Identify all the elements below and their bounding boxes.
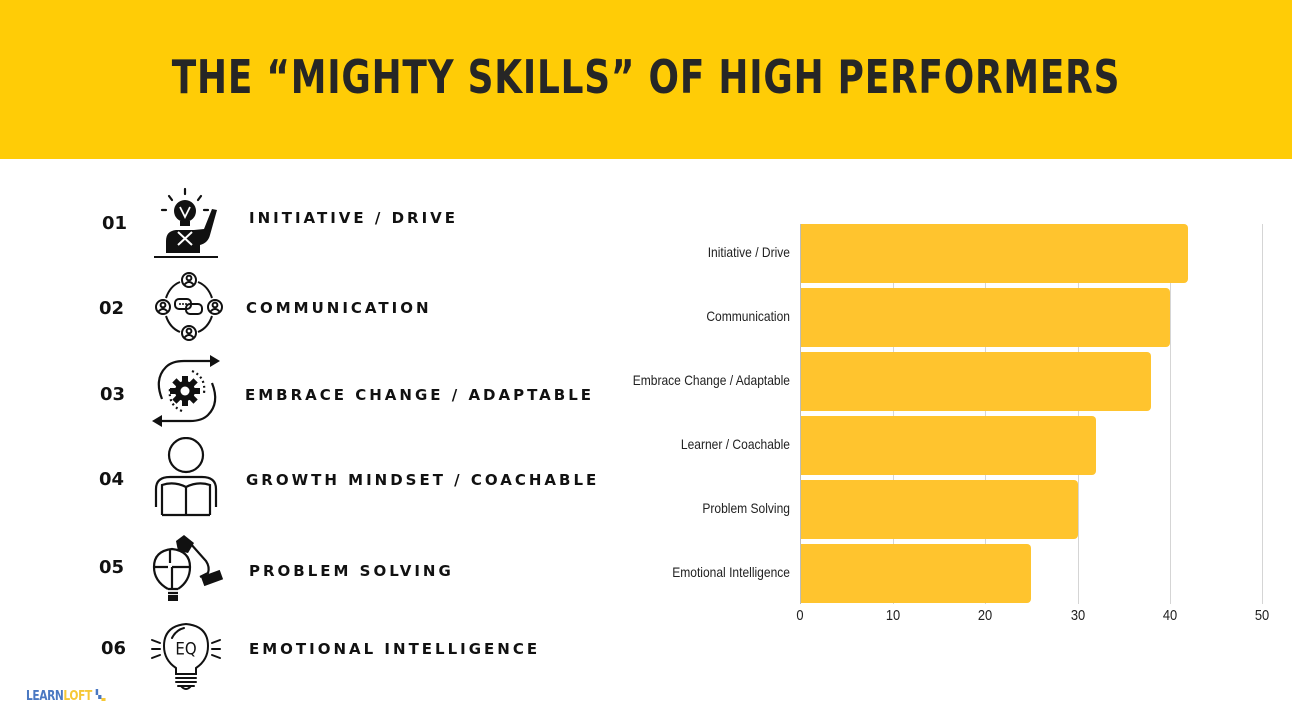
category-label: Learner / Coachable [680,436,790,452]
skill-number: 01 [102,213,128,234]
skill-label: EMOTIONAL INTELLIGENCE [249,640,541,658]
bar-problem-solving [801,480,1078,539]
category-label: Initiative / Drive [707,244,790,260]
skill-number: 04 [99,469,125,490]
skill-label: EMBRACE CHANGE / ADAPTABLE [245,386,595,404]
logo-text-learn: LEARN [26,689,64,704]
skill-item-communication: 02 COMMUNICATION [0,270,600,350]
skill-number: 03 [100,384,126,405]
skill-item-emotional-intelligence: 06 EQ EMOTIONAL INTELLIGENCE [0,620,600,700]
gridline-30 [1078,224,1079,604]
skill-number: 05 [99,557,125,578]
skill-label: INITIATIVE / DRIVE [249,209,459,227]
skill-number: 02 [99,298,125,319]
svg-text:EQ: EQ [175,638,196,658]
person-reading-icon [152,436,220,522]
skill-item-adaptable: 03 EMBRACE CHANGE / ADAPTABLE [0,355,600,435]
category-label: Problem Solving [702,500,790,516]
title-banner: THE “MIGHTY SKILLS” OF HIGH PERFORMERS [0,0,1292,159]
x-tick-label: 0 [796,607,804,624]
skill-label: COMMUNICATION [246,299,432,317]
bar-learner-coachable [801,416,1096,475]
x-tick-label: 20 [977,607,993,624]
x-tick-label: 10 [885,607,901,624]
category-label: Communication [706,308,790,324]
learnloft-logo: LEARNLOFT [26,689,107,704]
bar-initiative-drive [801,224,1188,283]
lightbulb-person-icon [152,187,222,264]
communication-cycle-icon [152,270,226,349]
skill-item-growth-mindset: 04 GROWTH MINDSET / COACHABLE [0,436,600,517]
gridline-10 [893,224,894,604]
skill-label: GROWTH MINDSET / COACHABLE [246,471,600,489]
page-title: THE “MIGHTY SKILLS” OF HIGH PERFORMERS [171,49,1121,104]
puzzle-bulb-icon [150,533,226,610]
gridline-50 [1262,224,1263,604]
skill-item-problem-solving: 05 PROBLEM SOLVING [0,533,600,613]
gridline-40 [1170,224,1171,604]
eq-bulb-icon: EQ [150,620,222,697]
category-label: Emotional Intelligence [672,564,790,580]
logo-mark-icon [95,689,106,701]
skill-item-initiative: 01 INITIATIVE / DRIVE [0,185,600,265]
y-axis-line [800,224,801,604]
logo-text-loft: LOFT [63,689,92,704]
gridline-20 [985,224,986,604]
skill-number: 06 [101,638,127,659]
bar-embrace-change [801,352,1151,411]
x-tick-label: 50 [1254,607,1270,624]
x-tick-label: 40 [1162,607,1178,624]
skill-label: PROBLEM SOLVING [249,562,454,580]
bar-communication [801,288,1170,347]
bar-emotional-intelligence [801,544,1031,603]
x-tick-label: 30 [1070,607,1086,624]
category-label: Embrace Change / Adaptable [632,372,790,388]
gear-cycle-icon [150,355,224,432]
